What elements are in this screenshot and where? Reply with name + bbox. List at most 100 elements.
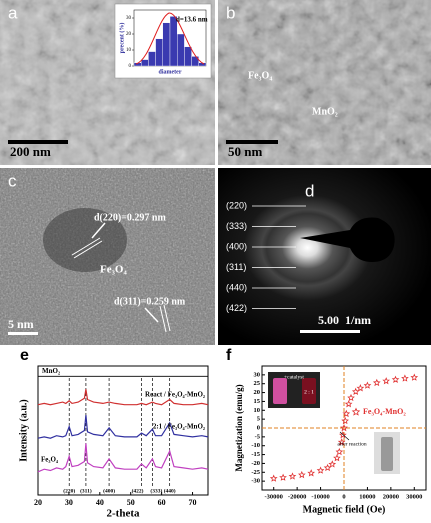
legend-marker (351, 407, 361, 416)
y-tick-label: 20 (126, 32, 132, 37)
ring-label: (333) (226, 221, 247, 231)
y-tick-label: 5 (257, 416, 261, 423)
lattice-mark (73, 240, 103, 259)
point (279, 473, 287, 481)
diffraction-image (218, 168, 431, 345)
panel-letter: e (20, 347, 29, 364)
x-tick-label: 20000 (383, 493, 399, 500)
ring-label: (440) (226, 282, 247, 292)
reference-label: MnO₂ (42, 367, 60, 375)
point (401, 374, 409, 382)
y-tick-label: 20 (254, 389, 261, 396)
panel-letter: d (305, 181, 314, 200)
y-tick-label: 10 (254, 407, 261, 414)
panel-b: b Fe₃O₄ MnO₂ 50 nm (218, 0, 431, 165)
series-line (37, 414, 209, 439)
x-tick-label: 0 (342, 493, 345, 500)
panel-d: d (220) (333) (400) (311) (440) (422) 5.00 1/… (218, 168, 431, 345)
y-tick-label: 10 (126, 48, 132, 53)
peak-label: (440) (164, 487, 176, 494)
point (323, 463, 332, 472)
x-axis-label: diameter (159, 69, 182, 75)
phase-label: Fe₃O₄ (248, 70, 272, 81)
x-axis-label: 2-theta (107, 508, 140, 520)
scale-bar (300, 330, 360, 333)
y-tick-label: 0 (129, 64, 132, 69)
y-tick-label: 30 (254, 371, 261, 378)
bar (162, 22, 171, 67)
particle (43, 208, 127, 272)
annotation: 2 : 1 (304, 389, 314, 395)
panel-c: c d(220)=0.297 nm Fe₃O₄ d(311)=0.259 nm … (0, 168, 215, 345)
annotation: +catalyst (284, 374, 304, 380)
bar (184, 46, 192, 67)
y-tick-label: -20 (251, 460, 260, 467)
bar (140, 59, 149, 67)
y-tick-label: 0 (257, 424, 260, 431)
panel-letter: a (8, 3, 18, 22)
peak-label: (220) (63, 487, 75, 494)
fit-curve (135, 12, 205, 65)
series-label: React / Fe₃O₄-MnO₂ (145, 390, 205, 398)
y-tick-label: -5 (255, 433, 261, 440)
bar (191, 56, 200, 67)
y-tick-label: 25 (254, 380, 261, 387)
point (337, 438, 346, 446)
point (269, 474, 278, 482)
x-tick-label: -30000 (265, 493, 283, 500)
x-tick-label: 70 (189, 498, 197, 507)
point (410, 373, 419, 381)
series-label: Fe₃O₄ (41, 455, 59, 463)
point (342, 409, 351, 418)
series-line (37, 443, 209, 473)
y-axis-label: Magnetization (emu/g) (234, 384, 244, 471)
point (363, 381, 372, 389)
scale-bar (226, 140, 278, 144)
scale-label: 5 nm (8, 317, 34, 331)
point (351, 387, 360, 395)
point (341, 416, 349, 425)
inset-title: d=13.6 nm (176, 16, 208, 24)
y-tick-label: -10 (251, 442, 260, 449)
point (347, 393, 355, 402)
point (382, 377, 390, 385)
point (344, 400, 353, 408)
lattice-mark (159, 305, 167, 333)
point (307, 469, 316, 477)
y-tick-label: 15 (254, 398, 261, 405)
point (333, 454, 341, 462)
ring-label: (422) (226, 303, 247, 313)
peak-label: (333) (150, 487, 162, 494)
scale-label: 50 nm (228, 144, 262, 159)
point (335, 447, 344, 456)
legend-label: Fe₃O₄-MnO₂ (363, 407, 406, 416)
scale-bar (8, 332, 38, 335)
y-axis-label: Intensity (a.u.) (18, 399, 29, 462)
bar (176, 33, 185, 67)
x-tick-label: 60 (158, 498, 166, 507)
point (339, 431, 347, 439)
y-tick-label: 30 (126, 16, 132, 21)
x-tick-label: 30 (65, 498, 73, 507)
point (288, 472, 297, 480)
point (298, 470, 306, 479)
y-tick-label: -15 (251, 451, 260, 458)
tem-texture (218, 0, 431, 165)
ring-label: (400) (226, 241, 247, 251)
panel-letter: c (8, 171, 17, 190)
vial (273, 378, 287, 404)
point (316, 466, 325, 474)
y-axis-label: precent (%) (118, 23, 125, 54)
scale-label: 5.00 1/nm (318, 313, 371, 327)
bar (148, 51, 156, 67)
panel-letter: f (226, 347, 232, 364)
point (372, 378, 381, 387)
peak-label: (311) (80, 487, 92, 494)
arrow (91, 222, 106, 239)
y-tick-label: -25 (251, 469, 260, 476)
bar (169, 16, 178, 67)
arrow (339, 431, 350, 441)
phase-label: MnO₂ (312, 106, 338, 117)
x-tick-label: -10000 (311, 493, 329, 500)
